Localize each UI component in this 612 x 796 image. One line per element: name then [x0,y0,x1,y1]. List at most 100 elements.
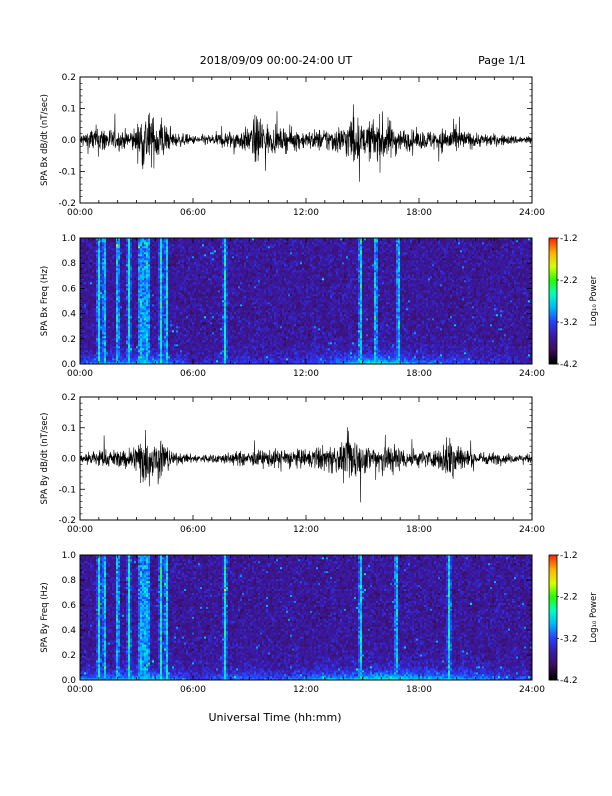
spectrogram-cell [126,316,128,318]
spectrogram-cell [214,308,216,310]
spectrogram-cell [118,308,120,310]
spectrogram-cell [200,300,202,302]
spectrogram-cell [162,328,164,330]
spectrogram-cell [218,296,220,298]
spectrogram-cell [130,308,132,310]
spectrogram-cell [216,258,218,260]
spectrogram-cell [110,290,112,292]
spectrogram-cell [122,330,124,332]
spectrogram-cell [108,252,110,254]
spectrogram-cell [106,328,108,330]
spectrogram-cell [106,252,108,254]
spectrogram-cell [168,266,170,268]
spectrogram-cell [128,306,130,308]
spectrogram-cell [164,356,166,358]
spectrogram-cell [126,298,128,300]
spectrogram-cell [100,278,102,280]
spectrogram-cell [108,296,110,298]
spectrogram-cell [100,322,102,324]
spectrogram-cell [164,240,166,242]
spectrogram-cell [192,318,194,320]
spectrogram-cell [110,314,112,316]
spectrogram-cell [92,290,94,292]
spectrogram-cell [226,354,228,356]
spectrogram-cell [128,240,130,242]
spectrogram-cell [176,292,178,294]
spectrogram-cell [216,240,218,242]
spectrogram-cell [190,332,192,334]
spectrogram-cell [224,308,226,310]
spectrogram-cell [114,300,116,302]
spectrogram-cell [110,276,112,278]
spectrogram-cell [88,308,90,310]
spectrogram-cell [210,262,212,264]
spectrogram-cell [116,264,118,266]
spectrogram-cell [212,346,214,348]
spectrogram-cell [226,318,228,320]
spectrogram-cell [208,246,210,248]
spectrogram-cell [224,278,226,280]
spectrogram-cell [188,352,190,354]
spectrogram-cell [234,320,236,322]
spectrogram-cell [156,358,158,360]
spectrogram-cell [206,270,208,272]
spectrogram-cell [150,338,152,340]
spectrogram-cell [116,356,118,358]
spectrogram-cell [152,334,154,336]
spectrogram-cell [144,256,146,258]
spectrogram-cell [172,324,174,326]
spectrogram-cell [156,270,158,272]
spectrogram-cell [164,326,166,328]
spectrogram-cell [104,324,106,326]
spectrogram-cell [96,326,98,328]
spectrogram-cell [178,248,180,250]
spectrogram-cell [112,244,114,246]
spectrogram-cell [228,304,230,306]
spectrogram-cell [104,338,106,340]
spectrogram-cell [112,258,114,260]
spectrogram-cell [178,326,180,328]
spectrogram-cell [84,334,86,336]
spectrogram-cell [172,356,174,358]
spectrogram-cell [202,256,204,258]
spectrogram-cell [154,306,156,308]
spectrogram-cell [118,276,120,278]
spectrogram-cell [108,260,110,262]
spectrogram-cell [212,340,214,342]
spectrogram-cell [116,268,118,270]
spectrogram-cell [112,296,114,298]
spectrogram-cell [82,274,84,276]
spectrogram-cell [232,296,234,298]
spectrogram-cell [122,354,124,356]
spectrogram-cell [156,350,158,352]
spectrogram-cell [148,314,150,316]
spectrogram-cell [136,304,138,306]
spectrogram-cell [132,328,134,330]
spectrogram-cell [132,322,134,324]
spectrogram-cell [216,332,218,334]
spectrogram-cell [228,270,230,272]
spectrogram-cell [134,268,136,270]
spectrogram-cell [228,324,230,326]
spectrogram-cell [168,296,170,298]
spectrogram-cell [186,266,188,268]
spectrogram-cell [162,270,164,272]
spectrogram-cell [198,252,200,254]
spectrogram-cell [136,334,138,336]
spectrogram-cell [144,316,146,318]
spectrogram-cell [162,360,164,362]
spectrogram-cell [168,330,170,332]
spectrogram-cell [146,340,148,342]
spectrogram-cell [208,282,210,284]
spectrogram-cell [206,248,208,250]
spectrogram-cell [84,290,86,292]
spectrogram-cell [232,264,234,266]
spectrogram-cell [152,258,154,260]
spectrogram-cell [138,338,140,340]
spectrogram-cell [224,328,226,330]
spectrogram-cell [102,272,104,274]
spectrogram-cell [186,350,188,352]
spectrogram-cell [138,302,140,304]
spectrogram-cell [202,334,204,336]
spectrogram-cell [214,312,216,314]
